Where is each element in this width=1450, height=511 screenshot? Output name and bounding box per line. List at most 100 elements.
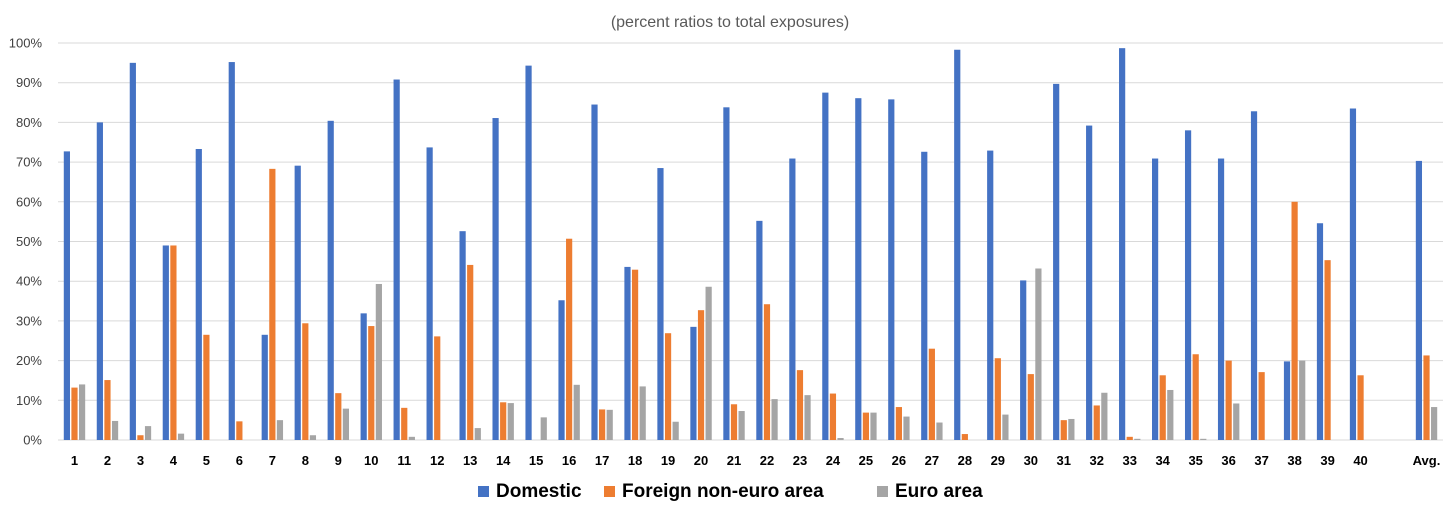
bar-domestic-16 xyxy=(558,300,565,440)
bar-foreign-non-euro-area-31 xyxy=(1060,420,1067,440)
x-tick-label: 18 xyxy=(628,453,642,468)
bar-euro-area-29 xyxy=(1002,414,1009,440)
y-tick-label: 50% xyxy=(16,234,42,249)
x-tick-label: 11 xyxy=(397,453,411,468)
x-tick-label: 17 xyxy=(595,453,609,468)
bar-euro-area-21 xyxy=(738,411,745,440)
bar-euro-area-3 xyxy=(144,426,152,440)
x-tick-label: 10 xyxy=(364,453,378,468)
x-tick-label: 4 xyxy=(170,453,178,468)
bar-foreign-non-euro-area-2 xyxy=(104,380,111,440)
x-tick-label: 30 xyxy=(1024,453,1038,468)
bar-domestic-34 xyxy=(1152,158,1159,441)
bar-domestic-10 xyxy=(360,313,367,440)
bar-domestic-6 xyxy=(228,62,235,440)
bar-euro-area-32 xyxy=(1101,392,1108,440)
bar-domestic-Avg. xyxy=(1415,160,1423,440)
bar-foreign-non-euro-area-4 xyxy=(170,245,177,440)
bar-euro-area-2 xyxy=(111,420,119,440)
bar-euro-area-27 xyxy=(936,422,943,440)
bar-foreign-non-euro-area-37 xyxy=(1258,372,1265,440)
x-tick-label: 32 xyxy=(1090,453,1104,468)
x-tick-label: 2 xyxy=(104,453,111,468)
chart-subtitle: (percent ratios to total exposures) xyxy=(611,14,849,31)
bar-foreign-non-euro-area-39 xyxy=(1324,260,1331,440)
bar-domestic-20 xyxy=(690,326,697,440)
legend-label-foreign-non-euro-area: Foreign non-euro area xyxy=(622,481,824,502)
bar-foreign-non-euro-area-32 xyxy=(1093,405,1100,440)
bar-domestic-29 xyxy=(987,150,994,440)
bar-foreign-non-euro-area-1 xyxy=(71,387,78,440)
bar-domestic-1 xyxy=(63,151,70,441)
bar-foreign-non-euro-area-16 xyxy=(566,238,573,440)
y-tick-label: 40% xyxy=(16,274,42,289)
bar-euro-area-24 xyxy=(837,438,844,440)
bars xyxy=(63,48,1438,441)
x-tick-label: 36 xyxy=(1221,453,1235,468)
bar-foreign-non-euro-area-8 xyxy=(302,323,309,440)
bar-domestic-31 xyxy=(1053,83,1060,441)
legend-label-domestic: Domestic xyxy=(496,481,582,502)
bar-euro-area-23 xyxy=(804,395,811,440)
bar-domestic-33 xyxy=(1119,48,1126,440)
bar-foreign-non-euro-area-36 xyxy=(1225,360,1232,440)
x-tick-label: 37 xyxy=(1254,453,1268,468)
x-tick-label: 27 xyxy=(925,453,939,468)
bar-euro-area-38 xyxy=(1299,360,1306,440)
bar-domestic-3 xyxy=(129,62,136,440)
x-tick-label: 39 xyxy=(1320,453,1334,468)
bar-foreign-non-euro-area-12 xyxy=(434,336,441,440)
bar-euro-area-9 xyxy=(342,408,349,440)
x-tick-label: 15 xyxy=(529,453,543,468)
bar-domestic-7 xyxy=(261,334,268,440)
bar-domestic-8 xyxy=(294,165,301,440)
y-tick-label: 60% xyxy=(16,194,42,209)
bar-foreign-non-euro-area-21 xyxy=(730,404,738,440)
bar-euro-area-14 xyxy=(507,403,514,440)
bar-euro-area-25 xyxy=(870,412,877,440)
bar-domestic-12 xyxy=(426,147,433,440)
bar-euro-area-8 xyxy=(309,435,317,440)
bar-euro-area-31 xyxy=(1068,418,1075,440)
x-tick-label: 6 xyxy=(236,453,243,468)
bar-euro-area-19 xyxy=(672,421,679,440)
legend-label-euro-area: Euro area xyxy=(895,481,983,502)
x-tick-label: 26 xyxy=(892,453,906,468)
bar-domestic-30 xyxy=(1020,280,1027,440)
x-tick-label: 3 xyxy=(137,453,144,468)
bar-euro-area-36 xyxy=(1233,403,1240,440)
bar-euro-area-1 xyxy=(78,384,86,440)
bar-foreign-non-euro-area-17 xyxy=(599,409,606,440)
y-tick-label: 90% xyxy=(16,75,42,90)
bar-foreign-non-euro-area-20 xyxy=(697,310,705,440)
x-tick-label: 38 xyxy=(1287,453,1301,468)
bar-euro-area-15 xyxy=(540,417,547,440)
x-tick-label: 5 xyxy=(203,453,210,468)
bar-domestic-25 xyxy=(855,98,862,441)
x-tick-label: 22 xyxy=(760,453,774,468)
bar-foreign-non-euro-area-14 xyxy=(500,402,507,440)
bar-domestic-36 xyxy=(1217,158,1225,441)
bar-foreign-non-euro-area-9 xyxy=(335,393,342,440)
bar-domestic-2 xyxy=(96,122,103,441)
bar-foreign-non-euro-area-22 xyxy=(763,304,771,440)
bar-euro-area-16 xyxy=(573,384,580,440)
bar-domestic-18 xyxy=(624,266,631,440)
bar-euro-area-4 xyxy=(177,433,185,440)
x-tick-label: Avg. xyxy=(1413,453,1441,468)
x-tick-label: 1 xyxy=(71,453,78,468)
bar-foreign-non-euro-area-33 xyxy=(1126,436,1133,440)
bar-domestic-26 xyxy=(888,99,895,441)
bar-foreign-non-euro-area-30 xyxy=(1027,374,1034,440)
bar-foreign-non-euro-area-24 xyxy=(829,393,837,440)
bar-foreign-non-euro-area-18 xyxy=(631,269,639,440)
bar-euro-area-11 xyxy=(408,436,415,440)
bar-foreign-non-euro-area-34 xyxy=(1159,375,1166,440)
x-tick-label: 33 xyxy=(1122,453,1136,468)
bar-euro-area-17 xyxy=(606,409,613,440)
y-tick-label: 0% xyxy=(23,433,42,448)
bar-domestic-4 xyxy=(162,245,169,440)
x-tick-label: 24 xyxy=(826,453,841,468)
bar-domestic-38 xyxy=(1283,361,1291,440)
